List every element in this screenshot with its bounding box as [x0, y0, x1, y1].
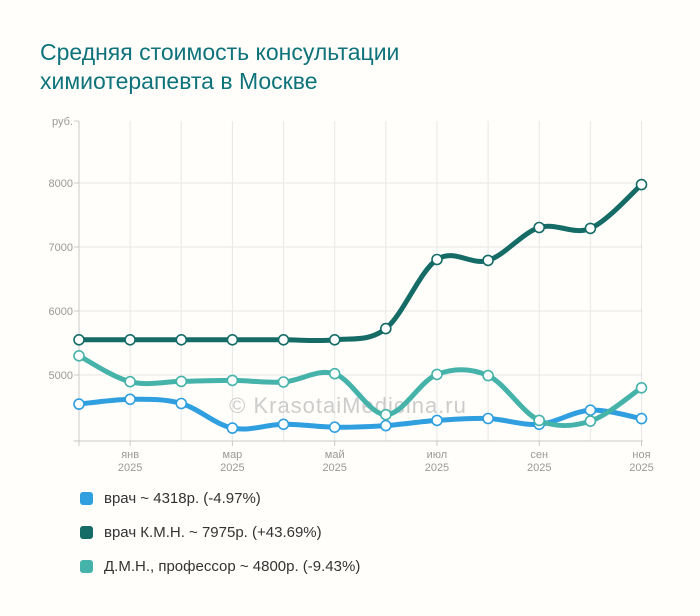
y-tick-label: 8000: [49, 178, 73, 190]
series-line: [76, 182, 644, 344]
y-tick-label: 5000: [49, 370, 73, 382]
x-tick-year-label: 2025: [220, 462, 244, 474]
data-point-marker[interactable]: [328, 333, 341, 346]
data-point-marker[interactable]: [482, 369, 494, 382]
legend-item-vrach-kmn[interactable]: врач К.М.Н. ~ 7975р. (+43.69%): [80, 524, 360, 541]
data-point-marker[interactable]: [635, 178, 648, 191]
data-point-marker[interactable]: [175, 375, 188, 388]
series-д-м-н-профессор: [73, 349, 648, 429]
legend-label: врач ~ 4318р. (-4.97%): [104, 490, 261, 507]
data-point-marker[interactable]: [584, 222, 597, 235]
legend-swatch: [80, 526, 93, 539]
data-point-marker[interactable]: [328, 421, 341, 434]
x-tick-month-label: июл: [427, 449, 448, 461]
data-point-marker[interactable]: [226, 333, 239, 346]
x-tick-year-label: 2025: [527, 462, 551, 474]
data-point-marker[interactable]: [124, 333, 136, 346]
data-point-marker[interactable]: [635, 412, 648, 425]
data-point-marker[interactable]: [175, 397, 188, 410]
data-point-marker[interactable]: [124, 375, 136, 388]
data-point-marker[interactable]: [584, 404, 597, 417]
data-point-marker[interactable]: [328, 367, 341, 380]
watermark: © KrasotaiMedicina.ru: [229, 393, 467, 418]
legend-swatch: [80, 560, 93, 573]
data-point-marker[interactable]: [533, 221, 546, 234]
axes: [73, 120, 643, 446]
data-point-marker[interactable]: [226, 422, 239, 434]
legend-label: врач К.М.Н. ~ 7975р. (+43.69%): [104, 524, 322, 541]
data-point-marker[interactable]: [277, 333, 290, 346]
x-tick-month-label: ноя: [632, 449, 650, 461]
data-point-marker[interactable]: [379, 419, 392, 432]
x-tick-year-label: 2025: [322, 462, 346, 474]
chart-title-line1: Средняя стоимость консультации: [40, 39, 400, 65]
data-point-marker[interactable]: [635, 381, 648, 394]
data-point-marker[interactable]: [73, 333, 85, 346]
x-tick-month-label: мар: [223, 449, 243, 461]
legend-item-dmn-professor[interactable]: Д.М.Н., профессор ~ 4800р. (-9.43%): [80, 558, 361, 575]
data-point-marker[interactable]: [175, 333, 188, 346]
data-point-marker[interactable]: [431, 368, 443, 381]
gridlines: [79, 121, 643, 441]
data-point-marker[interactable]: [226, 374, 239, 387]
chart-title: Средняя стоимость консультации химиотера…: [40, 38, 399, 96]
series-врач-к-м-н-: [73, 178, 648, 346]
watermark-text: © KrasotaiMedicina.ru: [229, 393, 467, 418]
data-point-marker[interactable]: [124, 393, 136, 406]
x-tick-year-label: 2025: [629, 462, 653, 474]
x-tick-year-label: 2025: [118, 462, 142, 474]
data-point-marker[interactable]: [482, 412, 494, 425]
data-point-marker[interactable]: [277, 418, 290, 431]
x-tick-year-label: 2025: [425, 462, 449, 474]
axis-labels: руб.8000700060005000янв2025мар2025май202…: [49, 116, 654, 474]
x-tick-month-label: сен: [530, 449, 548, 461]
data-point-marker[interactable]: [533, 414, 546, 427]
chart-legend: врач ~ 4318р. (-4.97%) врач К.М.Н. ~ 797…: [80, 490, 361, 593]
x-tick-month-label: янв: [121, 449, 139, 461]
y-axis-title: руб.: [52, 116, 73, 128]
data-point-marker[interactable]: [584, 415, 597, 427]
chart-title-line2: химиотерапевта в Москве: [40, 68, 318, 94]
data-point-marker[interactable]: [431, 414, 443, 427]
series-lines: [73, 178, 648, 434]
legend-label: Д.М.Н., профессор ~ 4800р. (-9.43%): [104, 558, 361, 575]
data-point-marker[interactable]: [73, 349, 85, 362]
legend-swatch: [80, 492, 93, 505]
data-point-marker[interactable]: [379, 322, 392, 335]
data-point-marker[interactable]: [482, 254, 494, 267]
x-tick-month-label: май: [325, 449, 345, 461]
data-point-marker[interactable]: [431, 253, 443, 266]
y-tick-label: 6000: [49, 306, 73, 318]
data-point-marker[interactable]: [73, 398, 85, 410]
data-point-marker[interactable]: [277, 376, 290, 388]
data-point-marker[interactable]: [379, 408, 392, 421]
y-tick-label: 7000: [49, 242, 73, 254]
legend-item-vrach[interactable]: врач ~ 4318р. (-4.97%): [80, 490, 360, 507]
